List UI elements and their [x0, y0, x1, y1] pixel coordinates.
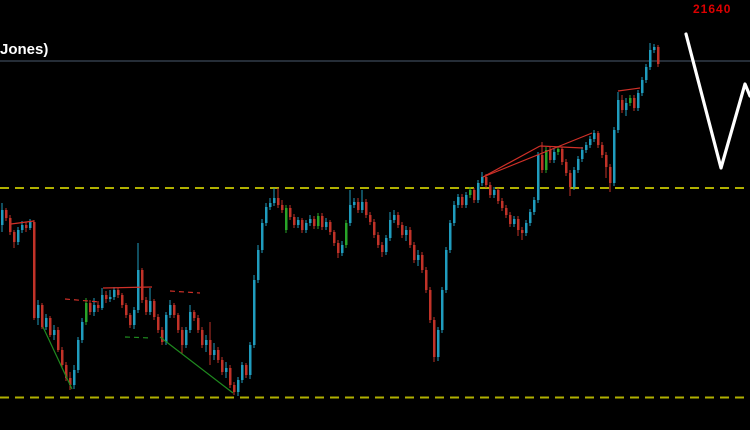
forecast-zigzag[interactable]	[684, 32, 750, 170]
instrument-title: Jones)	[0, 41, 49, 58]
candlestick-layer	[0, 43, 660, 396]
horizontal-level-lines	[0, 60, 750, 399]
trendline-layer[interactable]	[10, 87, 641, 394]
price-annotation-label: 21640	[693, 2, 732, 16]
